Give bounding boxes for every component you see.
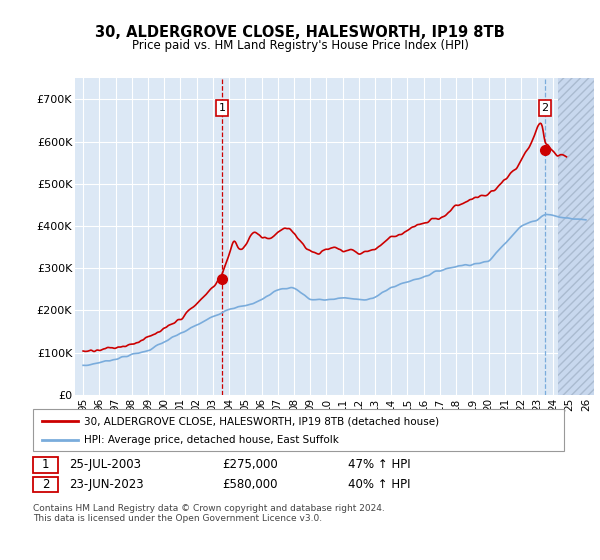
Text: £275,000: £275,000 xyxy=(222,458,278,472)
Text: 2: 2 xyxy=(42,478,49,491)
Text: HPI: Average price, detached house, East Suffolk: HPI: Average price, detached house, East… xyxy=(84,435,339,445)
Text: 25-JUL-2003: 25-JUL-2003 xyxy=(69,458,141,472)
Text: Price paid vs. HM Land Registry's House Price Index (HPI): Price paid vs. HM Land Registry's House … xyxy=(131,39,469,53)
Text: 40% ↑ HPI: 40% ↑ HPI xyxy=(348,478,410,491)
Text: 23-JUN-2023: 23-JUN-2023 xyxy=(69,478,143,491)
Text: Contains HM Land Registry data © Crown copyright and database right 2024.
This d: Contains HM Land Registry data © Crown c… xyxy=(33,504,385,524)
Text: 30, ALDERGROVE CLOSE, HALESWORTH, IP19 8TB: 30, ALDERGROVE CLOSE, HALESWORTH, IP19 8… xyxy=(95,25,505,40)
Text: 1: 1 xyxy=(42,458,49,472)
Text: 47% ↑ HPI: 47% ↑ HPI xyxy=(348,458,410,472)
Text: £580,000: £580,000 xyxy=(222,478,277,491)
Text: 1: 1 xyxy=(218,103,226,113)
Bar xyxy=(559,78,594,395)
Text: 30, ALDERGROVE CLOSE, HALESWORTH, IP19 8TB (detached house): 30, ALDERGROVE CLOSE, HALESWORTH, IP19 8… xyxy=(84,417,439,426)
Text: 2: 2 xyxy=(541,103,548,113)
